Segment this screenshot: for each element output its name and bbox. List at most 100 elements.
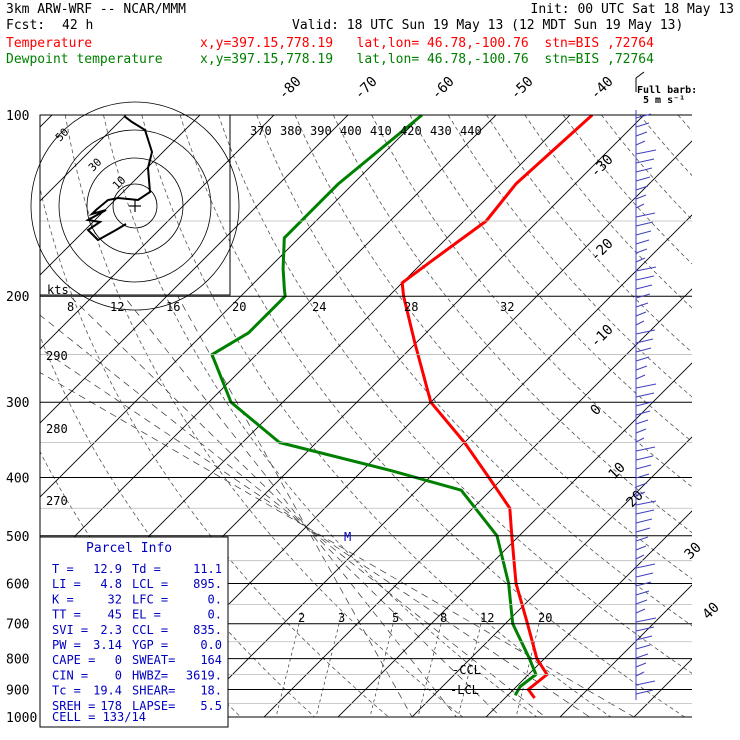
isotherm [40,115,497,572]
moist-adiabat [40,347,591,717]
hodograph-ring [58,129,212,283]
left-theta-label: 270 [46,494,68,508]
wind-barb [635,140,646,146]
wind-barb [635,473,650,479]
pressure-tick-label: 400 [6,471,29,486]
dry-adiabat [256,115,692,627]
parcel-value: 11.1 [193,562,222,576]
moist-adiabat [69,295,502,717]
lcl-marker: -LCL [450,683,479,697]
wind-barb [635,491,646,497]
theta-label: 400 [340,124,362,138]
isotherm [485,510,692,717]
parcel-label: SVI = [52,623,88,637]
parcel-label: Td = [132,562,161,576]
parcel-value: 4.8 [100,577,122,591]
temperature-tick-label: -70 [352,74,381,103]
barb-legend-feather [635,71,645,79]
wind-barb [635,347,652,353]
parcel-value: 45 [108,608,122,622]
mixing-ratio-line [275,611,303,717]
barb-legend-units: 5 m s⁻¹ [643,95,685,106]
wind-barb [635,644,651,650]
isotherm [411,436,692,717]
wind-barb [635,518,653,524]
wind-barb [635,374,646,380]
dry-adiabat [40,186,390,717]
parcel-value: 0.0 [200,638,222,652]
theta-label: 390 [310,124,332,138]
parcel-label: T = [52,562,74,576]
wind-barb [635,554,645,560]
pressure-tick-label: 500 [6,530,29,545]
parcel-label: YGP = [132,638,168,652]
dry-adiabat [332,115,692,534]
wind-barb [635,437,645,443]
dry-adiabat [486,115,692,353]
parcel-value: 19.4 [93,684,122,698]
hodograph-speed-label: 8 [67,300,74,314]
moist-adiabat [177,296,413,717]
parcel-value: 3.14 [93,638,122,652]
temperature-tick-label: 40 [700,600,723,623]
parcel-label: LI = [52,577,81,591]
model-title: 3km ARW-WRF -- NCAR/MMM [6,2,187,17]
wind-barb [635,149,657,155]
mixing-ratio-label: 8 [440,611,447,625]
temperature-tick-label: -80 [276,74,305,103]
parcel-info-box: Parcel Info T = 12.9 Td = 11.1 LI = 4.8 LCL = 89… [39,536,229,728]
isotherm [337,362,692,717]
parcel-label: EL = [132,608,161,622]
temperature-tick-label: -30 [588,152,617,181]
parcel-label: Tc = [52,684,81,698]
temperature-location: x,y=397.15,778.19 lat,lon= 46.78,-100.76… [200,36,654,51]
wind-barb [635,113,652,119]
mixing-ratio-label: 2 [298,611,305,625]
wind-barb [635,680,656,686]
dry-adiabat [562,115,692,265]
wind-barb [635,212,656,218]
dry-adiabat [218,115,692,674]
pressure-tick-label: 800 [6,653,29,668]
dry-adiabat [103,115,538,717]
theta-label: 380 [280,124,302,138]
wind-barb [635,293,651,299]
wind-barb [635,563,656,569]
wind-barb [635,419,649,425]
wind-barb [635,527,651,533]
hodograph-ring [86,157,184,255]
wind-barb [635,266,657,272]
dry-adiabat [639,115,692,177]
wind-barb [635,338,654,344]
wind-barb [635,689,654,695]
dry-adiabat [294,115,692,580]
parcel-label: CAPE = [52,653,95,667]
parcel-label: K = [52,592,74,606]
dry-adiabat [141,115,612,717]
left-theta-label: 280 [46,422,68,436]
wind-barb [635,635,653,641]
left-theta-label: 290 [46,349,68,363]
hodograph-ring [112,183,158,229]
wind-barbs [635,110,657,700]
dry-adiabat [677,115,692,132]
dry-adiabat [447,115,692,398]
temperature-tick-label: 30 [682,540,705,563]
mixing-ratio-line [457,611,485,717]
moist-adiabat [40,372,635,717]
isotherm [633,658,692,717]
hodograph-speed-label: 24 [312,300,326,314]
wind-barb [635,392,655,398]
wind-barb [635,500,657,506]
hodograph-frame [39,114,231,296]
wind-barb [635,230,652,236]
wind-barb [635,608,646,614]
wind-barb [635,185,649,191]
dry-adiabat [601,115,692,221]
hodograph-speed-label: 12 [110,300,124,314]
pressure-tick-label: 700 [6,618,29,633]
parcel-value: 3619. [186,668,222,682]
isotherm [40,115,201,276]
